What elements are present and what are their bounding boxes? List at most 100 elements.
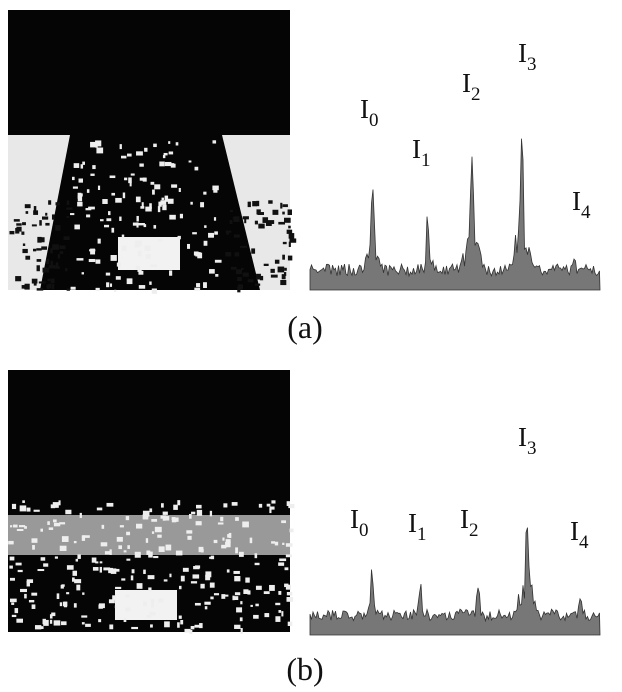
speckle xyxy=(204,225,207,228)
speckle xyxy=(149,281,152,285)
speckle xyxy=(222,537,225,541)
speckle xyxy=(256,200,260,207)
speckle xyxy=(269,506,275,510)
speckle xyxy=(16,223,22,226)
speckle xyxy=(59,545,67,551)
speckle xyxy=(26,580,30,587)
speckle xyxy=(13,524,18,528)
speckle xyxy=(138,270,144,275)
speckle xyxy=(46,284,50,290)
speckle xyxy=(47,521,50,525)
speckle xyxy=(54,266,60,269)
peak-letter: I xyxy=(350,504,359,534)
speckle xyxy=(177,500,181,506)
speckle xyxy=(279,558,287,562)
speckle xyxy=(272,209,279,215)
speckle xyxy=(226,569,230,573)
speckle xyxy=(149,612,156,616)
speckle xyxy=(234,575,241,582)
speckle xyxy=(256,209,261,215)
speckle xyxy=(82,592,85,595)
speckle xyxy=(267,220,275,224)
speckle xyxy=(225,541,231,548)
speckle xyxy=(195,521,202,526)
speckle xyxy=(247,279,254,283)
speckle xyxy=(275,616,281,622)
speckle xyxy=(221,544,227,549)
speckle xyxy=(150,599,155,603)
speckle xyxy=(111,227,115,233)
speckle xyxy=(282,254,285,260)
speckle xyxy=(82,161,85,165)
speckle xyxy=(116,262,122,267)
peak-index: 1 xyxy=(421,150,431,171)
speckle xyxy=(74,579,82,584)
speckle xyxy=(108,599,115,604)
speckle xyxy=(73,603,77,608)
speckle xyxy=(178,585,182,590)
speckle xyxy=(275,602,281,606)
speckle xyxy=(250,604,253,607)
speckle xyxy=(38,281,46,284)
speckle xyxy=(278,221,286,225)
speckle xyxy=(76,258,84,261)
speckle xyxy=(41,216,49,220)
speckle xyxy=(138,285,146,289)
speckle xyxy=(287,621,293,626)
speckle xyxy=(190,581,198,584)
speckle xyxy=(278,562,285,566)
speckle xyxy=(132,222,139,226)
speckle xyxy=(115,276,121,280)
speckle xyxy=(24,593,27,599)
peak-label: I2 xyxy=(460,504,479,541)
speckle xyxy=(100,219,104,222)
speckle xyxy=(225,251,232,257)
speckle xyxy=(49,614,53,619)
speckle xyxy=(16,226,22,232)
speckle xyxy=(142,510,150,517)
peak-label: I3 xyxy=(518,38,537,75)
speckle xyxy=(242,272,249,277)
speckle xyxy=(281,274,286,280)
speckle xyxy=(266,503,271,507)
speckle xyxy=(243,589,249,594)
speckle xyxy=(163,152,168,156)
speckle xyxy=(233,234,240,238)
speckle xyxy=(125,607,131,612)
speckle xyxy=(95,259,101,264)
speckle xyxy=(162,154,166,159)
speckle xyxy=(55,225,61,231)
speckle xyxy=(52,502,59,508)
speckle xyxy=(235,547,238,554)
peak-index: 1 xyxy=(417,524,427,545)
speckle xyxy=(17,569,23,573)
speckle xyxy=(203,240,208,246)
speckle xyxy=(60,584,64,589)
speckle xyxy=(106,502,114,507)
speckle xyxy=(55,262,59,268)
speckle xyxy=(226,230,229,235)
speckle xyxy=(98,619,102,623)
speckle xyxy=(161,503,164,508)
speckle xyxy=(115,586,122,590)
speckle xyxy=(115,197,122,203)
speckle xyxy=(120,155,127,159)
speckle xyxy=(77,201,83,207)
speckle xyxy=(234,592,241,596)
speckle xyxy=(131,626,139,630)
speckle xyxy=(77,554,81,559)
speckle xyxy=(99,566,102,573)
speckle xyxy=(79,512,82,518)
speckle xyxy=(152,189,155,195)
speckle xyxy=(220,516,224,522)
speckle xyxy=(187,535,192,540)
speckle xyxy=(66,565,74,570)
speckle xyxy=(129,182,132,187)
speckle xyxy=(178,187,181,192)
speckle xyxy=(134,551,141,558)
speckle xyxy=(14,608,19,614)
speckle xyxy=(19,505,27,512)
speckle xyxy=(123,618,127,623)
